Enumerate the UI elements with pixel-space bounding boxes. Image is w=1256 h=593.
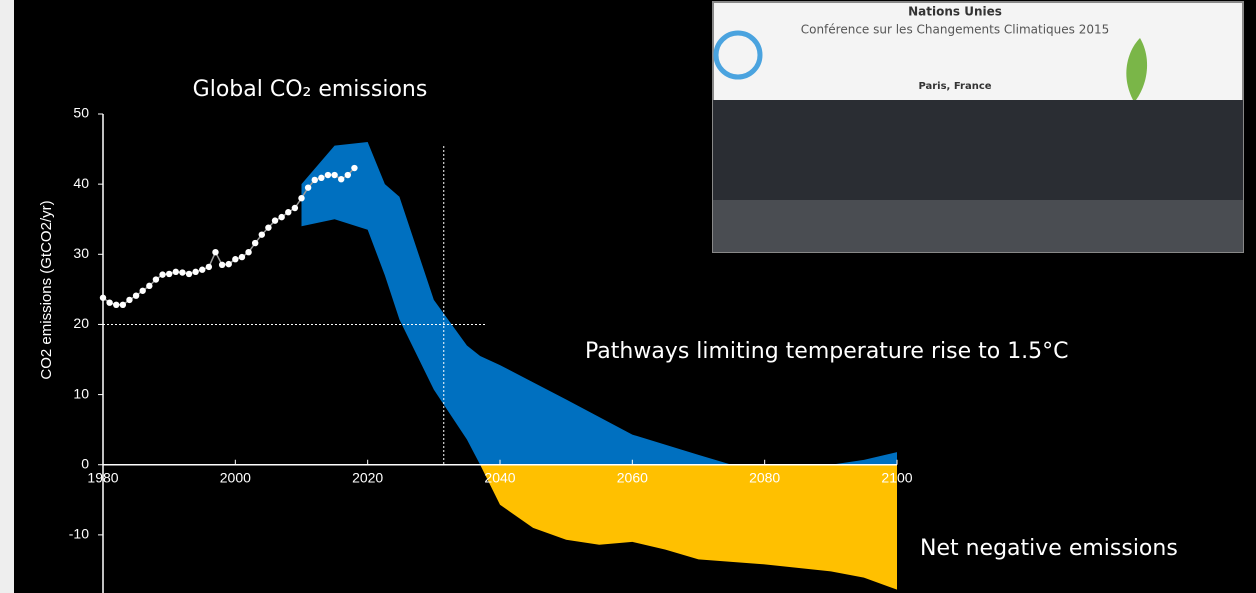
photo-text: Paris, France xyxy=(918,81,991,92)
emissions-point xyxy=(212,249,218,255)
emissions-point xyxy=(159,271,165,277)
y-tick-label: 20 xyxy=(73,315,89,331)
x-tick-label: 1980 xyxy=(87,469,118,485)
emissions-point xyxy=(325,172,331,178)
emissions-point xyxy=(298,195,304,201)
x-tick-label: 2100 xyxy=(881,469,912,485)
y-tick-label: 10 xyxy=(73,385,89,401)
emissions-point xyxy=(179,269,185,275)
emissions-point xyxy=(239,254,245,260)
emissions-point xyxy=(120,302,126,308)
photo-text: Conférence sur les Changements Climatiqu… xyxy=(801,23,1110,37)
emissions-point xyxy=(219,262,225,268)
emissions-point xyxy=(166,271,172,277)
y-tick-label: 30 xyxy=(73,245,89,261)
emissions-point xyxy=(285,209,291,215)
emissions-point xyxy=(245,249,251,255)
annotation: Net negative emissions xyxy=(920,536,1178,561)
x-tick-label: 2000 xyxy=(220,469,251,485)
y-axis-label: CO2 emissions (GtCO2/yr) xyxy=(38,200,55,379)
x-tick-label: 2040 xyxy=(484,469,515,485)
x-tick-label: 2060 xyxy=(617,469,648,485)
emissions-point xyxy=(133,292,139,298)
emissions-point xyxy=(292,205,298,211)
emissions-point xyxy=(226,261,232,267)
emissions-point xyxy=(265,224,271,230)
emissions-point xyxy=(232,256,238,262)
y-tick-label: -10 xyxy=(69,526,89,542)
emissions-point xyxy=(278,214,284,220)
emissions-point xyxy=(338,176,344,182)
emissions-point xyxy=(126,297,132,303)
emissions-point xyxy=(318,175,324,181)
emissions-point xyxy=(153,276,159,282)
emissions-point xyxy=(206,264,212,270)
emissions-point xyxy=(305,184,311,190)
photo: Nations Unies Conférence sur les Changem… xyxy=(713,2,1243,252)
x-tick-label: 2020 xyxy=(352,469,383,485)
annotation: Pathways limiting temperature rise to 1.… xyxy=(585,339,1069,364)
emissions-point xyxy=(199,267,205,273)
photo-floor xyxy=(713,200,1243,252)
page: {"chart_data": { "type": "area", "title"… xyxy=(0,0,1256,593)
emissions-point xyxy=(345,172,351,178)
emissions-point xyxy=(272,217,278,223)
emissions-point xyxy=(106,299,112,305)
photo-text: Nations Unies xyxy=(908,5,1002,19)
emissions-point xyxy=(192,269,198,275)
chart: -100102030405019802000202020402060208021… xyxy=(0,0,1256,593)
y-tick-label: 40 xyxy=(73,175,89,191)
emissions-point xyxy=(173,269,179,275)
emissions-point xyxy=(140,288,146,294)
emissions-point xyxy=(186,271,192,277)
emissions-point xyxy=(331,172,337,178)
emissions-point xyxy=(252,240,258,246)
emissions-point xyxy=(312,177,318,183)
x-tick-label: 2080 xyxy=(749,469,780,485)
emissions-point xyxy=(351,165,357,171)
y-tick-label: 50 xyxy=(73,105,89,121)
emissions-point xyxy=(113,302,119,308)
emissions-point xyxy=(259,231,265,237)
emissions-point xyxy=(146,283,152,289)
chart-title: Global CO₂ emissions xyxy=(193,77,428,102)
